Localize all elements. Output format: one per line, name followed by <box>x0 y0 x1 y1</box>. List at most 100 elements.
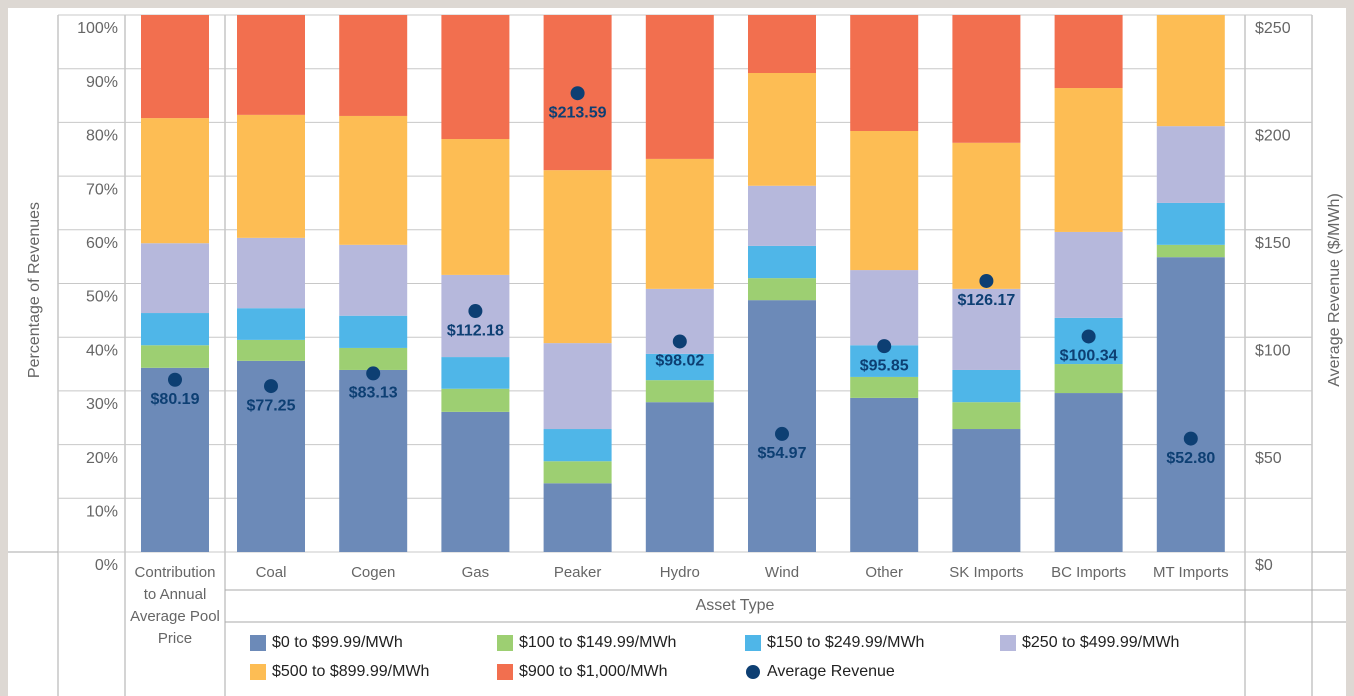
legend-swatch <box>1000 635 1016 651</box>
bar-segment <box>441 357 510 389</box>
bar-segment <box>141 15 209 119</box>
bar-segment <box>748 72 816 186</box>
legend-label: $150 to $249.99/MWh <box>767 634 924 651</box>
x-tick-label: Other <box>865 564 903 581</box>
bar-segment <box>543 170 612 344</box>
bar-segment <box>441 411 510 552</box>
x-tick-label: Contribution to Annual Average Pool Pric… <box>130 564 220 647</box>
bar-segment <box>850 397 919 552</box>
bar-segment <box>339 15 408 116</box>
bar-segment <box>850 130 919 271</box>
data-label: $80.19 <box>151 391 200 408</box>
legend-label: $500 to $899.99/MWh <box>272 663 429 680</box>
y-tick-label: 50% <box>86 289 118 306</box>
x-tick-label-box: Contribution to Annual Average Pool Pric… <box>130 564 220 647</box>
x-tick-label-box: Hydro <box>659 564 700 581</box>
data-label: $126.17 <box>957 292 1015 309</box>
average-dot <box>366 366 381 381</box>
data-label: $52.80 <box>1166 450 1215 467</box>
legend-label: $250 to $499.99/MWh <box>1022 634 1179 651</box>
bar-segment <box>1054 15 1123 89</box>
bar-segment <box>645 158 714 289</box>
average-dot <box>264 379 278 394</box>
bar-segment <box>748 15 816 73</box>
bar-segment <box>339 315 408 348</box>
bar-segment <box>543 483 612 552</box>
x-tick-label-box: Cogen <box>351 564 396 581</box>
bar-segment <box>141 345 209 368</box>
y-axis-title: Percentage of Revenues <box>26 202 43 378</box>
legend-swatch <box>745 635 761 651</box>
bar-segment <box>645 353 714 381</box>
y-tick-label: 90% <box>86 74 118 91</box>
average-dot <box>1081 329 1096 344</box>
bar-segment <box>748 245 816 279</box>
bar-segment <box>1054 393 1123 552</box>
legend-swatch <box>250 664 266 680</box>
x-tick-label-box: Coal <box>256 564 287 581</box>
x-tick-label-box: MT Imports <box>1153 564 1229 581</box>
y-tick-label: 10% <box>86 504 118 521</box>
bar-segment <box>1054 231 1123 318</box>
bar-segment <box>1156 15 1225 127</box>
bar-segment <box>850 376 919 398</box>
y-tick-label: 70% <box>86 181 118 198</box>
bar-segment <box>237 339 305 361</box>
bar-segment <box>339 115 408 245</box>
legend-swatch <box>497 664 513 680</box>
y2-tick-label: $200 <box>1255 128 1291 145</box>
y2-tick-label: $150 <box>1255 235 1291 252</box>
bar-segment <box>748 278 816 301</box>
x-tick-label-box: Peaker <box>553 564 602 581</box>
bar-segment <box>1054 88 1123 232</box>
bar-segment <box>141 313 209 346</box>
bar-segment <box>141 118 209 244</box>
x-tick-label: Peaker <box>553 564 602 581</box>
x-tick-label-box: Gas <box>461 564 490 581</box>
bar-segment <box>441 15 510 140</box>
average-dot <box>570 86 585 101</box>
y-tick-label: 60% <box>86 235 118 252</box>
bar-segment <box>1054 364 1123 394</box>
y-tick-label: 40% <box>86 342 118 359</box>
data-label: $54.97 <box>758 445 807 462</box>
y2-tick-label: $100 <box>1255 342 1291 359</box>
y-tick-label: 100% <box>77 20 118 37</box>
y-tick-label: 30% <box>86 396 118 413</box>
bar-segment <box>543 343 612 430</box>
y2-tick-label: $0 <box>1255 557 1273 574</box>
x-tick-label: Cogen <box>351 564 396 581</box>
average-dot <box>979 273 994 288</box>
x-tick-label: BC Imports <box>1051 564 1127 581</box>
average-dot <box>877 339 892 354</box>
legend-swatch <box>250 635 266 651</box>
y-tick-label: 80% <box>86 128 118 145</box>
bar-segment <box>237 237 305 309</box>
bar-segment <box>339 369 408 552</box>
x-tick-label-box: SK Imports <box>949 564 1024 581</box>
data-label: $112.18 <box>447 322 504 339</box>
bar-segment <box>952 369 1021 403</box>
legend-dot <box>746 665 760 679</box>
x-tick-label-box: Wind <box>765 564 799 581</box>
x-tick-label: SK Imports <box>949 564 1024 581</box>
x-tick-label: Hydro <box>659 564 700 581</box>
legend-label: $0 to $99.99/MWh <box>272 634 403 651</box>
x-axis-title: Asset Type <box>696 597 775 614</box>
x-tick-label: Gas <box>461 564 490 581</box>
bar-segment <box>237 15 305 115</box>
y-tick-label: 20% <box>86 450 118 467</box>
bar-segment <box>543 461 612 484</box>
y2-tick-label: $50 <box>1255 450 1282 467</box>
data-label: $213.59 <box>549 104 607 121</box>
bar-segment <box>1156 244 1225 258</box>
data-label: $83.13 <box>349 385 398 402</box>
data-label: $95.85 <box>860 357 909 374</box>
bar-segment <box>1156 126 1225 203</box>
average-dot <box>775 426 789 441</box>
bar-segment <box>748 185 816 246</box>
average-dot <box>672 334 687 349</box>
average-dot <box>1183 431 1198 446</box>
bar-segment <box>141 367 209 552</box>
